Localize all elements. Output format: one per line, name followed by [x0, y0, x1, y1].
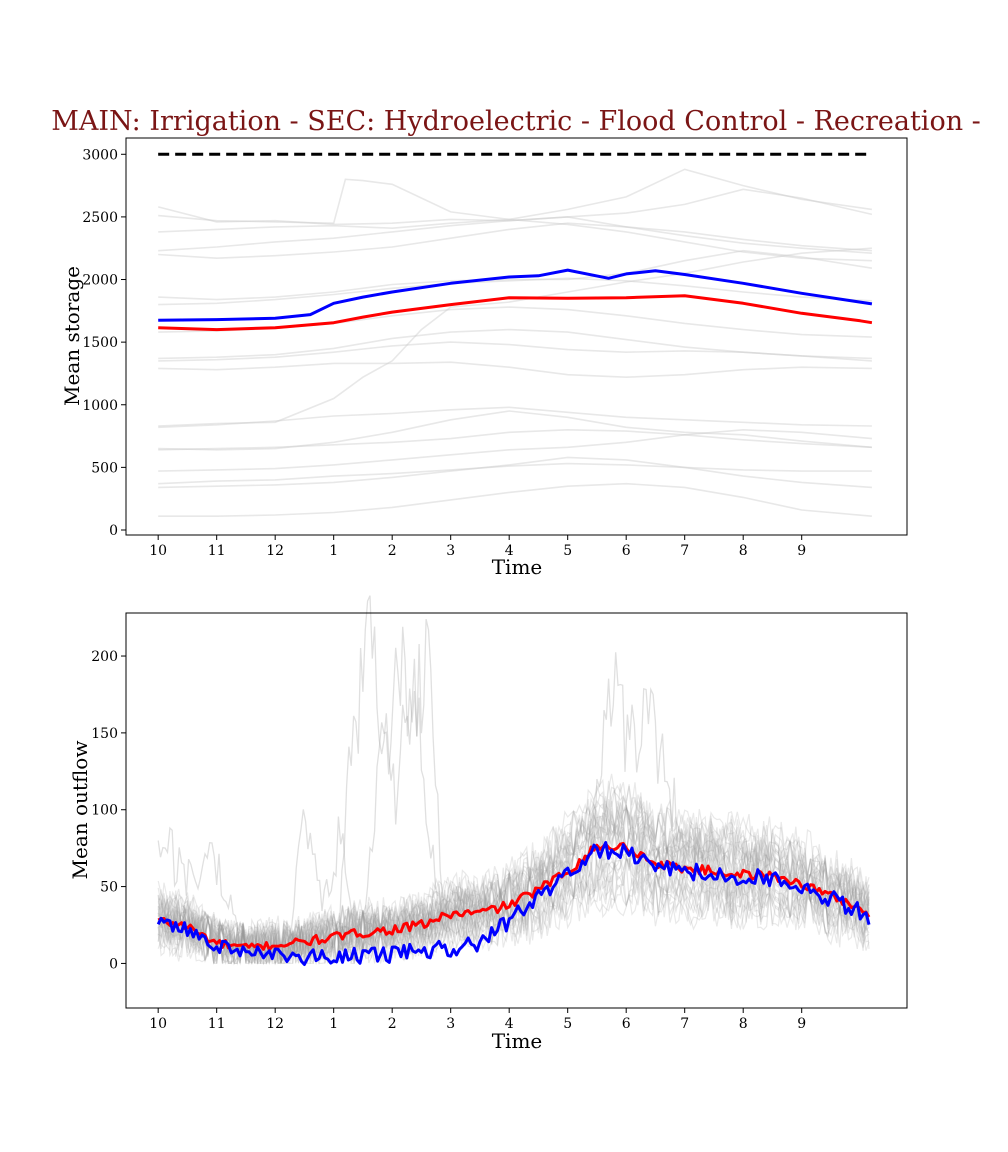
y-tick-label: 100 [91, 803, 118, 819]
background-line [158, 482, 872, 518]
outflow-main-series [156, 841, 871, 966]
storage-y-axis-label: Mean storage [60, 266, 84, 406]
y-tick-label: 3000 [82, 147, 118, 163]
y-tick-label: 500 [91, 460, 118, 476]
background-line [157, 786, 870, 959]
storage-chart: 10 11 12 1 2 3 4 5 6 7 8 9 050010001500200025003000… [60, 137, 908, 579]
y-tick-label: 2500 [82, 210, 118, 226]
outflow-y-ticks: 0 50 100 150 200 [91, 649, 126, 972]
x-tick-label: 2 [388, 543, 397, 559]
y-tick-label: 200 [91, 649, 118, 665]
background-line [158, 206, 872, 254]
background-line [157, 845, 870, 966]
background-line [158, 462, 872, 485]
y-tick-label: 150 [91, 726, 118, 742]
background-line [158, 168, 873, 225]
background-line [158, 410, 872, 451]
x-tick-label: 4 [505, 543, 514, 559]
background-line [158, 428, 872, 472]
outflow-x-axis-label: Time [492, 1029, 543, 1053]
background-line [157, 869, 870, 965]
background-line [158, 306, 872, 338]
outflow-x-ticks: 10 11 12 1 2 3 4 5 6 7 8 9 [149, 1008, 806, 1032]
background-spike-line [362, 618, 444, 940]
storage-plot-frame [125, 137, 908, 536]
background-line [158, 249, 873, 301]
background-line [158, 328, 872, 360]
background-line [157, 780, 870, 958]
x-tick-label: 12 [266, 543, 284, 559]
storage-main-series [158, 268, 873, 332]
series-line-blue [158, 268, 873, 322]
x-tick-label: 5 [563, 543, 572, 559]
x-tick-label: 1 [329, 1016, 338, 1032]
background-spike-line [584, 652, 708, 891]
series-line-red [158, 294, 873, 332]
background-line [158, 428, 872, 451]
x-tick-label: 7 [680, 543, 689, 559]
outflow-y-axis-label: Mean outflow [68, 741, 92, 880]
background-spike-line [157, 826, 246, 945]
background-line [157, 874, 870, 965]
background-line [158, 456, 872, 489]
background-line [158, 341, 872, 362]
storage-x-ticks: 10 11 12 1 2 3 4 5 6 7 8 9 [149, 535, 806, 559]
background-line [158, 277, 872, 306]
background-line [157, 796, 870, 960]
x-tick-label: 9 [797, 543, 806, 559]
series-line-red [157, 842, 871, 952]
x-tick-label: 4 [505, 1016, 514, 1032]
figure-title: MAIN: Irrigation - SEC: Hydroelectric - … [51, 106, 981, 137]
series-line-blue [156, 841, 871, 966]
background-line [158, 406, 872, 429]
x-tick-label: 12 [266, 1016, 284, 1032]
x-tick-label: 3 [446, 1016, 455, 1032]
background-spike-line [286, 809, 356, 958]
y-tick-label: 1500 [82, 335, 118, 351]
y-tick-label: 0 [109, 956, 118, 972]
x-tick-label: 8 [739, 543, 748, 559]
background-spike-line [338, 595, 439, 928]
background-line [158, 247, 872, 427]
x-tick-label: 5 [563, 1016, 572, 1032]
x-tick-label: 9 [797, 1016, 806, 1032]
outflow-plot-frame [125, 612, 908, 1009]
y-tick-label: 0 [109, 523, 118, 539]
x-tick-label: 8 [739, 1016, 748, 1032]
background-line [158, 361, 872, 379]
storage-y-ticks: 0 500 1000 1500 2000 2500 3000 [82, 147, 126, 539]
storage-x-axis-label: Time [492, 555, 543, 579]
background-line [157, 803, 870, 959]
background-line [158, 796, 870, 964]
x-tick-label: 11 [208, 543, 226, 559]
x-tick-label: 6 [622, 543, 631, 559]
x-tick-label: 11 [208, 1016, 226, 1032]
x-tick-label: 10 [149, 543, 167, 559]
background-line [158, 188, 873, 252]
background-line [157, 773, 870, 959]
x-tick-label: 6 [622, 1016, 631, 1032]
background-line [158, 218, 872, 262]
x-tick-label: 7 [680, 1016, 689, 1032]
x-tick-label: 1 [329, 543, 338, 559]
y-tick-label: 2000 [82, 273, 118, 289]
x-tick-label: 3 [446, 543, 455, 559]
x-tick-label: 2 [388, 1016, 397, 1032]
y-tick-label: 50 [100, 880, 118, 896]
x-tick-label: 10 [149, 1016, 167, 1032]
background-line [158, 222, 872, 260]
outflow-background-lines [157, 595, 870, 966]
y-tick-label: 1000 [82, 398, 118, 414]
storage-background-lines [158, 168, 873, 518]
